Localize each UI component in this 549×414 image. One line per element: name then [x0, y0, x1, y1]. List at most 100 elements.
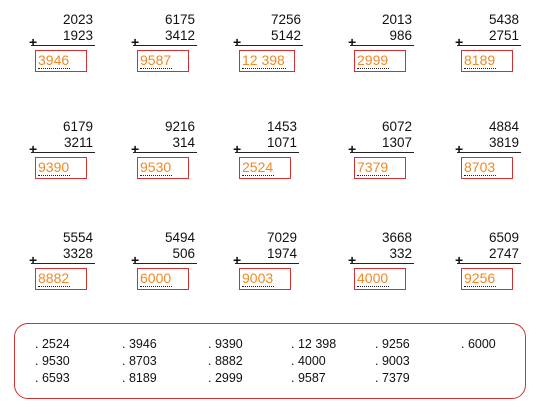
answer-value: 9003 [242, 270, 275, 287]
answer-option[interactable]: . 9587 [291, 371, 326, 385]
plus-sign: + [29, 252, 38, 268]
addend-top: 9216 [164, 119, 195, 134]
answer-box[interactable]: 9003 [239, 268, 291, 290]
addend-top: 2013 [381, 12, 412, 27]
answer-box[interactable]: 8703 [461, 157, 513, 179]
sum-line [133, 45, 197, 46]
answer-value: 2999 [357, 52, 390, 69]
answer-option[interactable]: . 9003 [375, 354, 410, 368]
answer-box[interactable]: 8189 [461, 50, 513, 72]
sum-line [235, 263, 299, 264]
answer-value: 2524 [242, 159, 275, 176]
addend-bottom: 2751 [488, 28, 519, 43]
answer-option[interactable]: . 2524 [35, 337, 70, 351]
plus-sign: + [455, 252, 464, 268]
answer-box[interactable]: 9587 [137, 50, 189, 72]
answer-value: 9587 [140, 52, 173, 69]
answer-box[interactable]: 2999 [354, 50, 406, 72]
addend-top: 3668 [381, 230, 412, 245]
addend-bottom: 314 [172, 135, 195, 150]
addend-top: 6179 [62, 119, 93, 134]
addition-problem: 7029 + 1974 9003 [233, 230, 299, 302]
addend-top: 6175 [164, 12, 195, 27]
addend-top: 5554 [62, 230, 93, 245]
sum-line [457, 45, 521, 46]
addend-top: 1453 [266, 119, 297, 134]
addition-problem: 2013 + 986 2999 [348, 12, 414, 84]
answer-option[interactable]: . 3946 [122, 337, 157, 351]
answer-box[interactable]: 4000 [354, 268, 406, 290]
addend-bottom: 2747 [488, 246, 519, 261]
plus-sign: + [348, 252, 357, 268]
answer-box[interactable]: 9390 [35, 157, 87, 179]
answer-value: 6000 [140, 270, 173, 287]
answer-option[interactable]: . 6593 [35, 371, 70, 385]
answer-box[interactable]: 7379 [354, 157, 406, 179]
answer-option[interactable]: . 9530 [35, 354, 70, 368]
addition-problem: 7256 + 5142 12 398 [233, 12, 303, 84]
plus-sign: + [233, 34, 242, 50]
answer-option[interactable]: . 6000 [461, 337, 496, 351]
addition-problem: 6179 + 3211 9390 [29, 119, 95, 191]
addend-top: 5438 [488, 12, 519, 27]
plus-sign: + [131, 141, 140, 157]
addend-bottom: 5142 [270, 28, 301, 43]
addend-bottom: 1307 [381, 135, 412, 150]
sum-line [457, 263, 521, 264]
answer-box[interactable]: 9530 [137, 157, 189, 179]
answer-box[interactable]: 6000 [137, 268, 189, 290]
addend-bottom: 3211 [63, 135, 93, 150]
answer-value: 8189 [464, 52, 497, 69]
addend-top: 7256 [270, 12, 301, 27]
plus-sign: + [233, 252, 242, 268]
sum-line [350, 263, 414, 264]
addend-bottom: 1071 [266, 135, 297, 150]
plus-sign: + [131, 34, 140, 50]
plus-sign: + [29, 34, 38, 50]
addend-bottom: 3819 [488, 135, 519, 150]
answer-option[interactable]: . 8703 [122, 354, 157, 368]
plus-sign: + [233, 141, 242, 157]
answer-option[interactable]: . 8882 [208, 354, 243, 368]
answer-option[interactable]: . 7379 [375, 371, 410, 385]
sum-line [31, 45, 95, 46]
addend-bottom: 1974 [266, 246, 297, 261]
addition-problem: 6175 + 3412 9587 [131, 12, 197, 84]
plus-sign: + [455, 141, 464, 157]
answer-option[interactable]: . 8189 [122, 371, 157, 385]
answer-option[interactable]: . 9390 [208, 337, 243, 351]
sum-line [31, 263, 95, 264]
addend-top: 6072 [381, 119, 412, 134]
plus-sign: + [29, 141, 38, 157]
plus-sign: + [131, 252, 140, 268]
addend-bottom: 986 [389, 28, 412, 43]
addition-problem: 9216 + 314 9530 [131, 119, 197, 191]
answer-option[interactable]: . 12 398 [291, 337, 337, 351]
addend-top: 7029 [266, 230, 297, 245]
answer-option[interactable]: . 4000 [291, 354, 326, 368]
answer-box[interactable]: 2524 [239, 157, 291, 179]
answer-box[interactable]: 9256 [461, 268, 513, 290]
sum-line [350, 152, 414, 153]
answer-option[interactable]: . 2999 [208, 371, 243, 385]
answer-box[interactable]: 3946 [35, 50, 87, 72]
sum-line [133, 263, 197, 264]
addend-top: 6509 [488, 230, 519, 245]
addition-problem: 5554 + 3328 8882 [29, 230, 95, 302]
answer-value: 4000 [357, 270, 390, 287]
answer-value: 9256 [464, 270, 497, 287]
sum-line [235, 45, 303, 46]
addition-problem: 2023 + 1923 3946 [29, 12, 95, 84]
addend-bottom: 506 [172, 246, 195, 261]
addend-bottom: 3328 [62, 246, 93, 261]
addition-problem: 6509 + 2747 9256 [455, 230, 521, 302]
plus-sign: + [455, 34, 464, 50]
addition-problem: 6072 + 1307 7379 [348, 119, 414, 191]
addend-top: 2023 [62, 12, 93, 27]
answer-options-panel: . 2524 . 9530 . 6593 . 3946 . 8703 . 818… [14, 323, 526, 399]
answer-value: 3946 [38, 52, 71, 69]
answer-box[interactable]: 8882 [35, 268, 87, 290]
answer-box[interactable]: 12 398 [239, 50, 295, 72]
answer-option[interactable]: . 9256 [375, 337, 410, 351]
plus-sign: + [348, 141, 357, 157]
